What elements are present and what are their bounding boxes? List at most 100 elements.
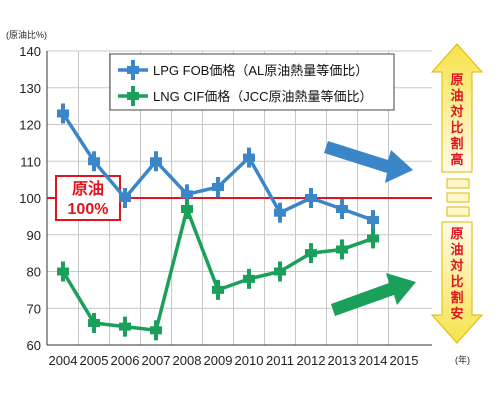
marker-stem (278, 261, 282, 282)
series-2-marker (57, 261, 69, 282)
x-tick-label: 2013 (328, 353, 357, 368)
series-2-marker (212, 279, 224, 300)
y-unit-label: (原油比%) (6, 29, 47, 40)
marker-stem (371, 210, 375, 231)
side-label-char: 安 (450, 306, 463, 321)
legend-item: LPG FOB価格（AL原油熱量等価比） (118, 60, 368, 80)
series-1-marker (274, 202, 286, 223)
side-label-char: 対 (449, 104, 463, 119)
marker-stem (340, 199, 344, 220)
reference-line-group: 原油 100% (47, 175, 432, 221)
reference-label-line2: 100% (68, 201, 109, 218)
series-1-marker (305, 188, 317, 208)
side-label-char: 油 (450, 88, 463, 103)
side-label-char: 原 (450, 72, 463, 87)
series-1-marker (88, 151, 100, 172)
x-unit-label: (年) (455, 354, 470, 365)
series-group (57, 103, 379, 341)
series-1-marker (243, 147, 255, 168)
legend-label: LPG FOB価格（AL原油熱量等価比） (153, 63, 368, 78)
marker-stem (92, 312, 96, 333)
side-label-char: 比 (450, 120, 463, 135)
series-2-marker (119, 316, 131, 337)
x-tick-labels: 2004 2005 2006 2007 2008 2009 2010 2011 2012 2013… (49, 353, 419, 368)
side-label-char: 高 (450, 152, 463, 167)
x-tick-label: 2006 (111, 353, 140, 368)
series-1-marker (367, 210, 379, 231)
marker-stem (247, 147, 251, 168)
marker-stem (61, 261, 65, 282)
overvalued-label: 原油対比割高 (449, 72, 463, 167)
marker-stem (340, 239, 344, 260)
marker-stem (247, 268, 251, 289)
y-tick-label: 140 (19, 44, 41, 59)
x-tick-label: 2008 (173, 353, 202, 368)
marker-stem (92, 151, 96, 172)
marker-stem (278, 202, 282, 223)
band-segment (446, 192, 470, 203)
side-label-char: 原 (450, 226, 463, 241)
series-2-marker (274, 261, 286, 282)
series-1-marker (212, 176, 224, 197)
x-tick-label: 2005 (80, 353, 109, 368)
series-2-marker (88, 312, 100, 333)
x-tick-label: 2004 (49, 353, 78, 368)
x-tick-label: 2009 (204, 353, 233, 368)
marker-stem (216, 176, 220, 197)
undervalued-label: 原油対比割安 (449, 226, 463, 321)
y-tick-label: 80 (27, 265, 41, 280)
series-2-marker (367, 228, 379, 249)
legend-label: LNG CIF価格（JCC原油熱量等価比） (153, 89, 373, 104)
y-tick-label: 60 (27, 338, 41, 353)
marker-stem (154, 320, 158, 341)
blue-trend-arrow (324, 141, 413, 183)
marker-stem (123, 188, 127, 208)
side-label-char: 対 (449, 258, 463, 273)
marker-stem (123, 316, 127, 337)
marker-stem (309, 188, 313, 208)
series-1-marker (336, 199, 348, 220)
band-segment (446, 206, 470, 217)
marker-stem (154, 151, 158, 172)
legend-swatch-stem (131, 60, 135, 80)
side-label-char: 油 (450, 242, 463, 257)
reference-label-line1: 原油 (72, 179, 104, 198)
series-1-marker (181, 184, 193, 205)
x-tick-label: 2014 (359, 353, 388, 368)
marker-stem (216, 279, 220, 300)
series-1-marker (119, 188, 131, 208)
side-label-char: 割 (450, 290, 463, 305)
series-2-marker (150, 320, 162, 341)
legend-swatch-stem (131, 86, 135, 106)
y-tick-label: 130 (19, 81, 41, 96)
y-tick-label: 110 (20, 154, 41, 169)
side-label-char: 比 (450, 274, 463, 289)
x-tick-label: 2012 (297, 353, 326, 368)
marker-stem (185, 184, 189, 205)
green-trend-arrow (331, 273, 416, 316)
y-tick-label: 120 (19, 118, 41, 133)
marker-stem (309, 243, 313, 264)
y-tick-labels: 60 70 80 90 100 110 120 130 140 (19, 44, 41, 353)
series-2-marker (336, 239, 348, 260)
legend-item: LNG CIF価格（JCC原油熱量等価比） (118, 86, 373, 106)
y-tick-label: 90 (27, 228, 41, 243)
y-tick-label: 100 (19, 191, 41, 206)
series-2-marker (305, 243, 317, 264)
legend: LPG FOB価格（AL原油熱量等価比） LNG CIF価格（JCC原油熱量等価比… (109, 53, 395, 111)
up-arrow-shape (430, 43, 484, 173)
y-tick-label: 70 (27, 301, 41, 316)
down-arrow-shape (430, 221, 484, 344)
marker-stem (61, 103, 65, 124)
marker-stem (371, 228, 375, 249)
series-1-marker (150, 151, 162, 172)
marker-stem (185, 199, 189, 220)
x-tick-label: 2015 (390, 353, 419, 368)
x-tick-label: 2007 (142, 353, 171, 368)
band-segment (446, 178, 470, 189)
reference-label-box (55, 175, 121, 221)
series-1-marker (57, 103, 69, 124)
series-2-marker (181, 199, 193, 220)
